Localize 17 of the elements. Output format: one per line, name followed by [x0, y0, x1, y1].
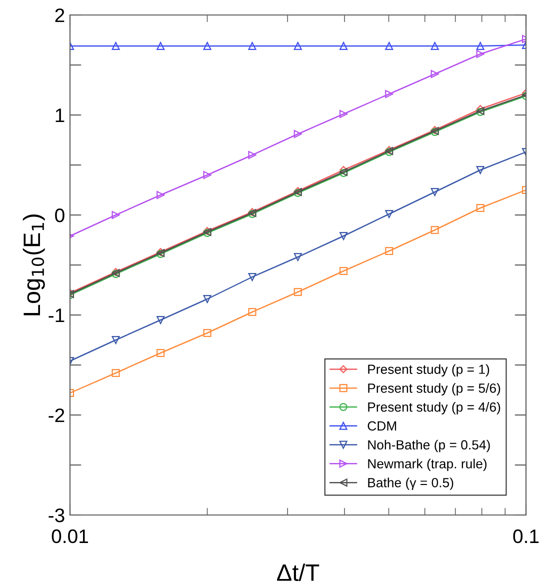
- x-tick-label: 0.1: [513, 529, 539, 544]
- x-tick-label: 0.01: [52, 529, 88, 544]
- y-tick-label: 1: [56, 108, 64, 122]
- y-tick-label: -2: [48, 408, 64, 422]
- y-tick-label: 2: [55, 8, 64, 22]
- legend-label: Newmark (trap. rule): [368, 458, 487, 472]
- legend-label: Noh-Bathe (p = 0.54): [368, 440, 490, 452]
- x-axis-title: Δt/T: [277, 564, 320, 582]
- legend-label: Present study (p = 5/6): [368, 383, 500, 396]
- legend-label: CDM: [368, 421, 396, 431]
- y-tick-label: -1: [48, 308, 64, 322]
- y-tick-label: 0: [55, 208, 64, 222]
- legend-label: Bathe (γ = 0.5): [368, 478, 454, 490]
- y-tick-label: -3: [48, 508, 64, 522]
- legend-label: Present study (p = 1): [368, 364, 490, 377]
- legend-label: Present study (p = 4/6): [368, 402, 500, 414]
- y-axis-title: Log$_{10}$(E$_{1}$): [22, 214, 45, 316]
